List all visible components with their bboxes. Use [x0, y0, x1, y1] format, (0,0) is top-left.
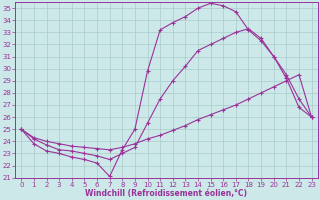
X-axis label: Windchill (Refroidissement éolien,°C): Windchill (Refroidissement éolien,°C)	[85, 189, 247, 198]
